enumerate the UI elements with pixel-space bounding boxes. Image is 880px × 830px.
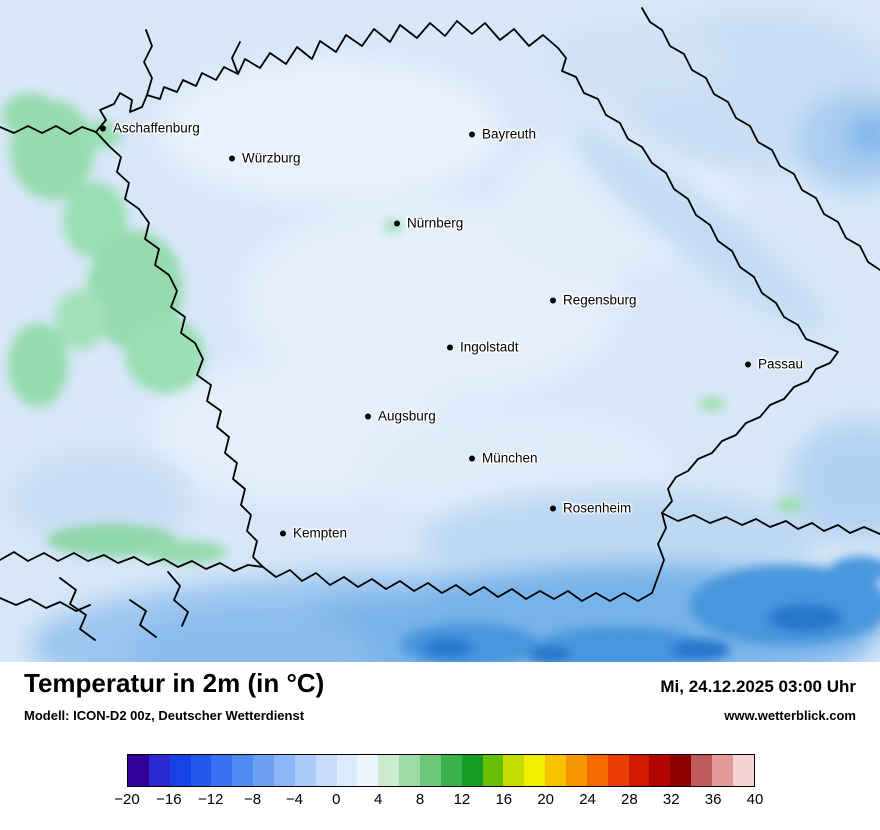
legend-segment <box>482 755 504 786</box>
city-marker-rosenheim: Rosenheim <box>550 500 632 516</box>
valid-datetime: Mi, 24.12.2025 03:00 Uhr <box>660 677 856 696</box>
legend-segment <box>148 755 170 786</box>
legend-segment <box>253 755 275 786</box>
legend-tick-label: 36 <box>704 791 722 808</box>
city-dot <box>280 530 286 536</box>
legend-segment <box>670 755 692 786</box>
temperature-map: Aschaffenburg Würzburg Bayreuth Nürnberg Reg… <box>0 0 880 662</box>
legend-segment <box>566 755 587 786</box>
info-panel: Temperatur in 2m (in °C) Mi, 24.12.2025 … <box>0 662 880 830</box>
legend-tick-label: −12 <box>197 791 224 808</box>
legend-segment <box>274 755 295 786</box>
legend-segment <box>461 755 483 786</box>
city-layer: Aschaffenburg Würzburg Bayreuth Nürnberg Reg… <box>100 120 804 541</box>
legend-tick-label: 32 <box>662 791 680 808</box>
legend-segment <box>190 755 212 786</box>
legend-tick-label: 12 <box>453 791 471 808</box>
legend-tick-label: 40 <box>746 791 764 808</box>
city-label: Regensburg <box>563 292 637 308</box>
legend-tick-label: −16 <box>156 791 182 808</box>
city-label: Aschaffenburg <box>113 120 200 136</box>
legend-segment <box>420 755 441 786</box>
legend-tick-label: 8 <box>415 791 425 808</box>
city-label: Kempten <box>293 525 348 541</box>
model-info: Modell: ICON-D2 00z, Deutscher Wetterdie… <box>24 708 305 723</box>
legend-segment <box>211 755 233 786</box>
city-marker-augsburg: Augsburg <box>365 408 436 424</box>
legend-segment <box>440 755 462 786</box>
legend-tick-label: 16 <box>495 791 513 808</box>
legend-tick-label: −20 <box>114 791 140 808</box>
legend-segment <box>128 755 149 786</box>
legend-segment <box>545 755 567 786</box>
city-label: Passau <box>758 356 804 372</box>
title-row: Temperatur in 2m (in °C) Mi, 24.12.2025 … <box>24 668 856 699</box>
city-marker-regensburg: Regensburg <box>550 292 637 308</box>
legend-tick-label: −4 <box>285 791 304 808</box>
legend-tick-label: 28 <box>621 791 638 808</box>
sub-row: Modell: ICON-D2 00z, Deutscher Wetterdie… <box>24 708 856 723</box>
city-dot <box>469 131 475 137</box>
city-dot <box>100 125 106 131</box>
legend-tick-labels: −20 −16 −12 −8 −4 0 4 8 12 16 20 24 28 32 36 40 <box>114 791 763 811</box>
legend-segment <box>503 755 525 786</box>
legend-segment <box>378 755 400 786</box>
city-marker-kempten: Kempten <box>280 525 348 541</box>
legend-tick-label: 0 <box>332 791 341 808</box>
city-label: Würzburg <box>242 150 301 166</box>
legend-tick-label: 4 <box>374 791 383 808</box>
legend-segment <box>691 755 713 786</box>
border-lines <box>0 7 880 641</box>
city-marker-münchen: München <box>469 450 538 466</box>
city-dot <box>365 413 371 419</box>
city-dot <box>550 505 556 511</box>
city-dot <box>447 344 453 350</box>
city-marker-ingolstadt: Ingolstadt <box>447 339 519 355</box>
city-marker-nürnberg: Nürnberg <box>394 215 464 231</box>
city-label: Rosenheim <box>563 500 632 516</box>
legend-segment <box>586 755 608 786</box>
legend-tick-label: 24 <box>579 791 596 808</box>
legend-segment <box>732 755 754 786</box>
legend-segment <box>628 755 650 786</box>
city-label: Bayreuth <box>482 126 537 142</box>
legend-tick-label: −8 <box>244 791 262 808</box>
city-label: Nürnberg <box>407 215 464 231</box>
city-marker-passau: Passau <box>745 356 804 372</box>
legend-segment <box>169 755 191 786</box>
legend-segment <box>524 755 546 786</box>
legend-tick-label: 20 <box>537 791 554 808</box>
city-marker-würzburg: Würzburg <box>229 150 301 166</box>
city-marker-bayreuth: Bayreuth <box>469 126 537 142</box>
website-url: www.wetterblick.com <box>724 708 856 723</box>
city-dot <box>550 297 556 303</box>
legend-colorbar <box>127 754 755 787</box>
legend-segment <box>232 755 254 786</box>
page-title: Temperatur in 2m (in °C) <box>24 668 325 698</box>
city-marker-aschaffenburg: Aschaffenburg <box>100 120 200 136</box>
city-label: Ingolstadt <box>460 339 519 355</box>
legend-segment <box>315 755 337 786</box>
city-dot <box>394 220 400 226</box>
legend-segment <box>399 755 421 786</box>
city-label: Augsburg <box>378 408 436 424</box>
legend-segment <box>607 755 629 786</box>
legend-segment <box>294 755 316 786</box>
legend-segment <box>336 755 358 786</box>
city-dot <box>229 155 235 161</box>
temperature-legend: −20 −16 −12 −8 −4 0 4 8 12 16 20 24 28 32 36 40 <box>114 754 763 811</box>
city-label: München <box>482 450 538 466</box>
legend-segment <box>649 755 671 786</box>
legend-segment <box>357 755 379 786</box>
legend-segment <box>712 755 733 786</box>
city-dot <box>469 455 475 461</box>
city-dot <box>745 361 751 367</box>
temperature-field-svg <box>0 0 880 662</box>
